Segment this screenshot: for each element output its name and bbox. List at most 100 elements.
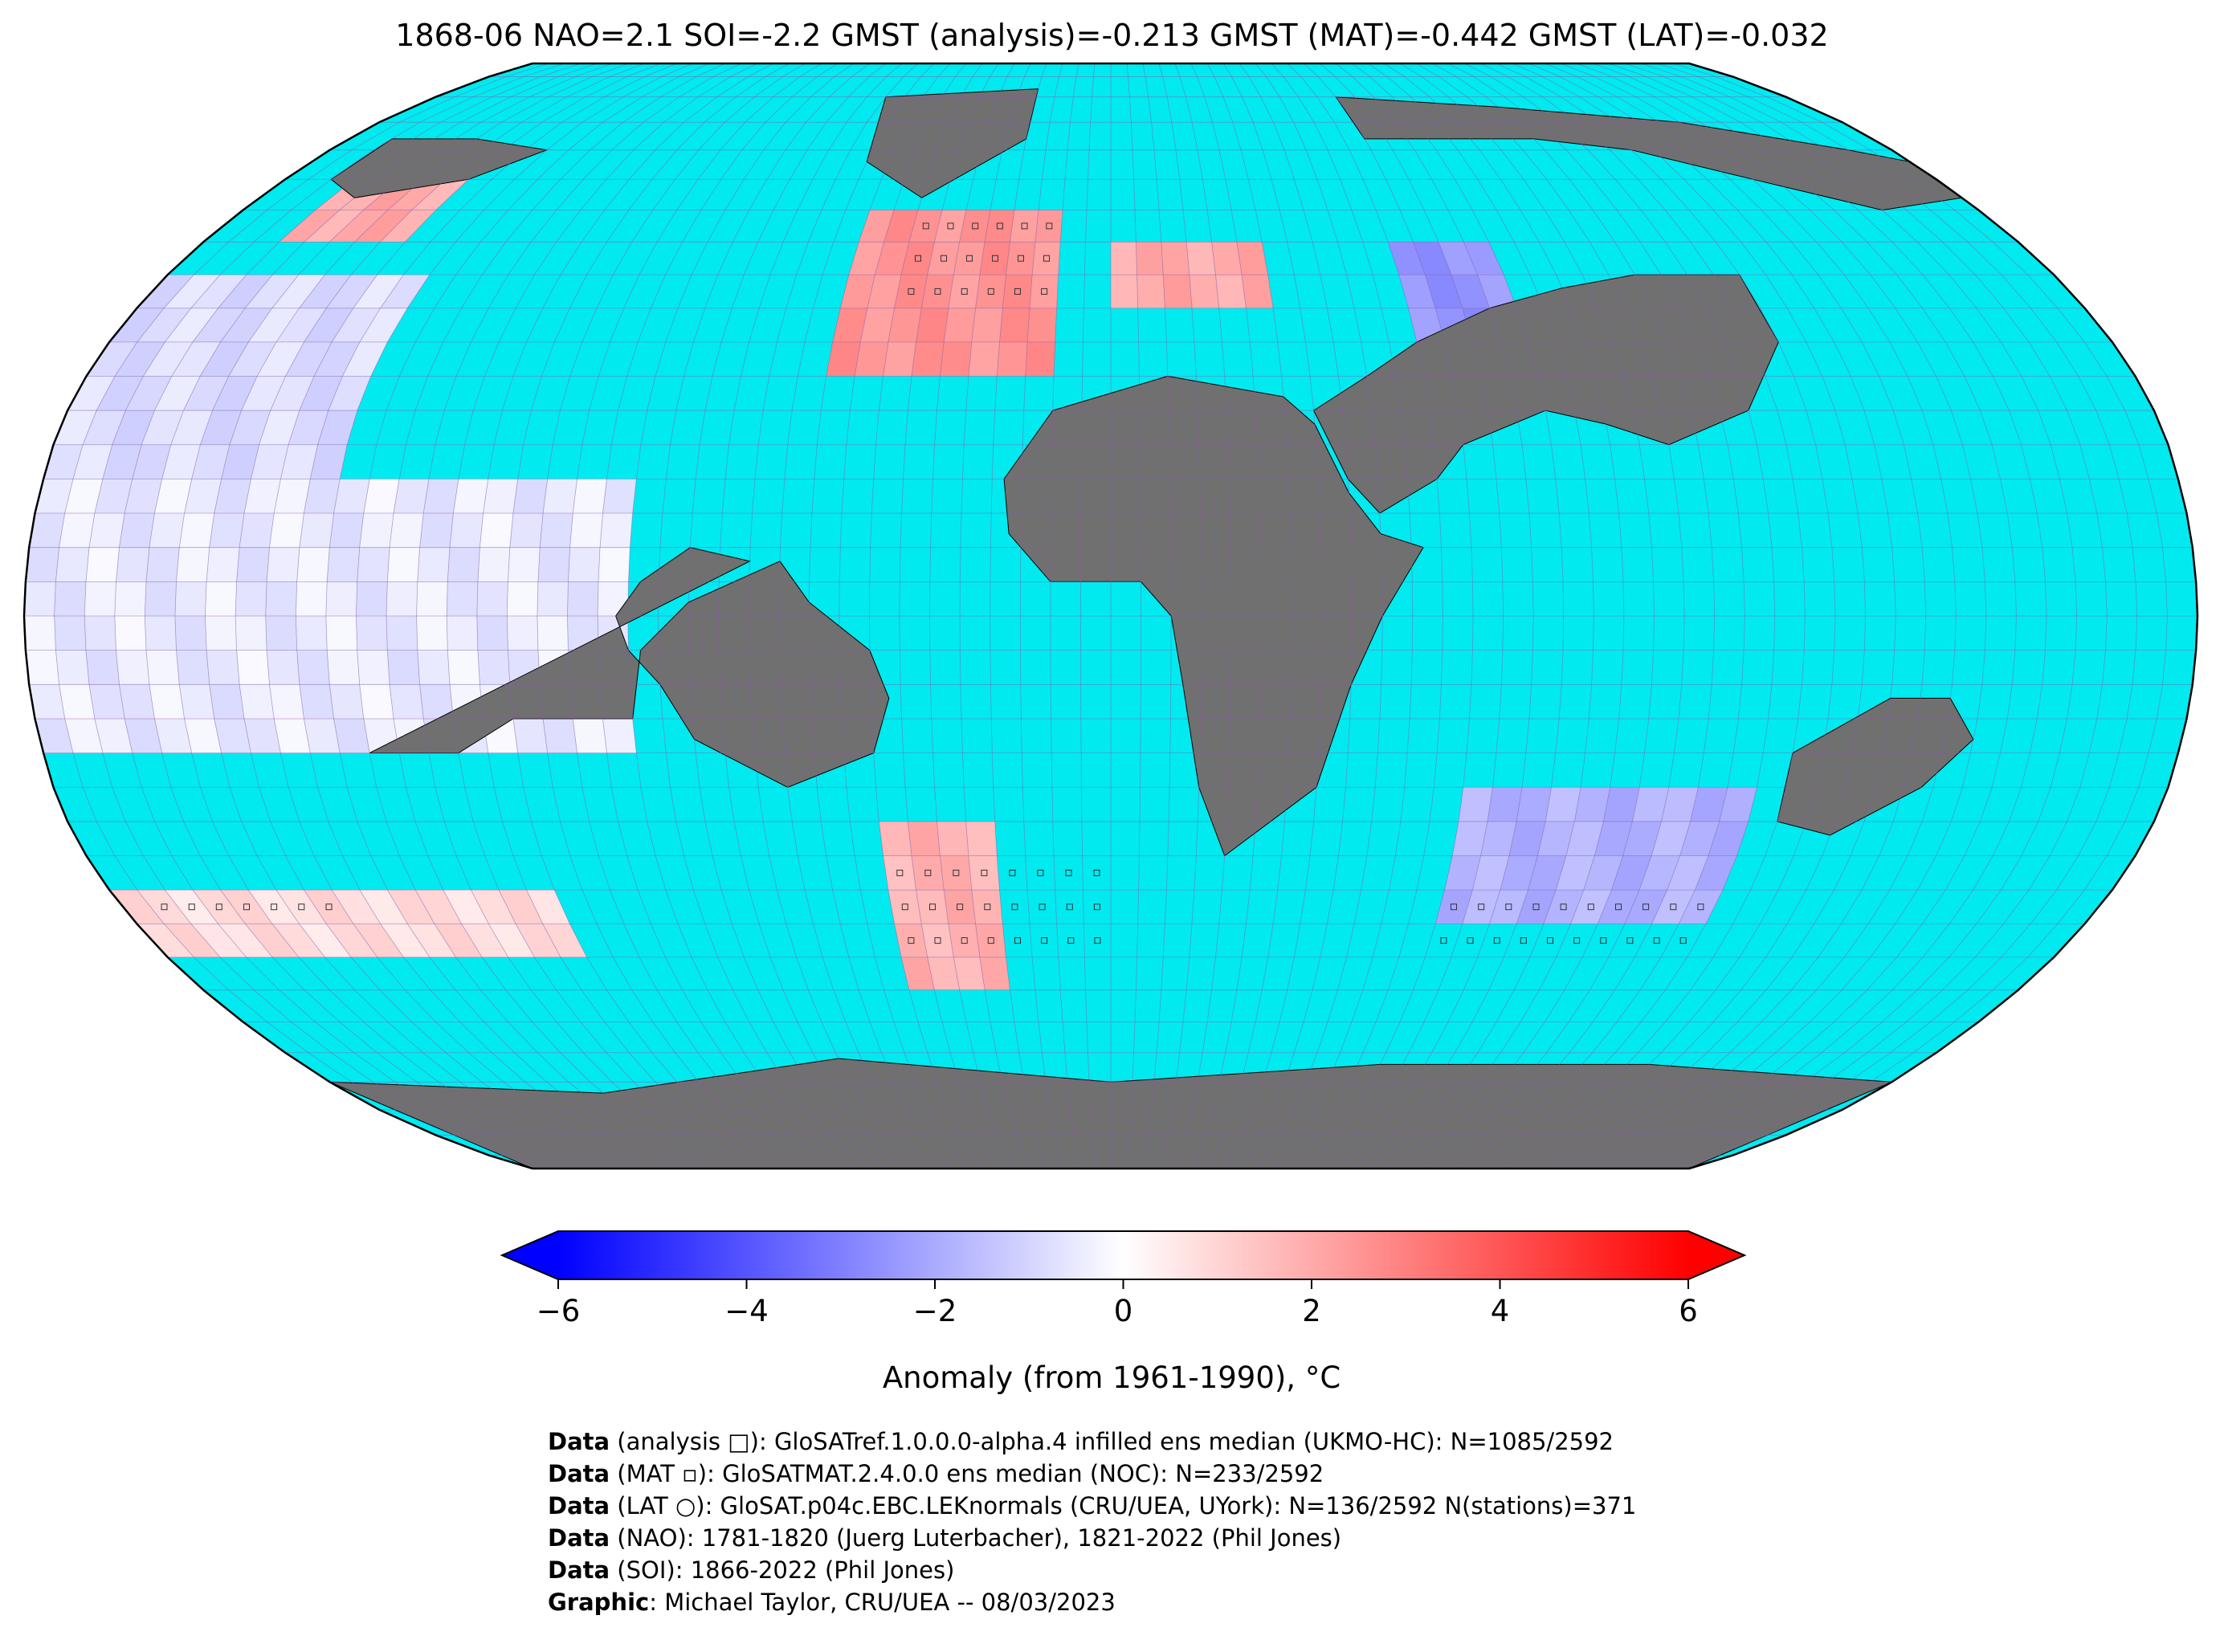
anomaly-cell xyxy=(299,513,334,548)
colorbar: −6 −4 −2 0 2 4 6 Anomaly (from 1961-1990), °C xyxy=(500,1230,1747,1395)
anomaly-cell xyxy=(419,513,454,548)
anomaly-cell xyxy=(1136,242,1164,275)
colorbar-tick-label: −4 xyxy=(724,1294,769,1328)
anomaly-cell xyxy=(67,376,115,411)
anomaly-cell xyxy=(329,210,388,243)
anomaly-cell xyxy=(174,616,207,651)
anomaly-cell xyxy=(944,308,976,342)
anomaly-cell xyxy=(94,718,133,753)
observation-marker xyxy=(1440,937,1447,944)
anomaly-cell xyxy=(146,547,180,582)
observation-marker xyxy=(1014,937,1021,944)
anomaly-cell xyxy=(356,581,388,616)
anomaly-cell xyxy=(1025,341,1055,377)
anomaly-cell xyxy=(218,275,273,308)
anomaly-cells xyxy=(24,149,1757,990)
observation-marker xyxy=(961,288,968,295)
anomaly-cell xyxy=(1111,242,1137,275)
anomaly-cell xyxy=(507,581,538,616)
anomaly-cell xyxy=(317,410,357,445)
anomaly-cell xyxy=(184,718,222,753)
anomaly-cell xyxy=(192,308,246,342)
anomaly-cell xyxy=(537,581,569,616)
anomaly-cell xyxy=(537,547,570,582)
anomaly-cell xyxy=(1695,855,1737,891)
anomaly-cell xyxy=(304,479,341,514)
anomaly-cell xyxy=(235,616,267,651)
anomaly-cell xyxy=(443,890,489,924)
observation-marker xyxy=(243,904,250,911)
anomaly-cell xyxy=(270,376,314,411)
anomaly-cell xyxy=(997,341,1028,377)
anomaly-cell xyxy=(453,479,488,514)
anomaly-cell xyxy=(1639,855,1680,891)
anomaly-cell xyxy=(379,210,436,243)
observation-marker xyxy=(1679,937,1687,944)
anomaly-cell xyxy=(205,616,237,651)
map-layer xyxy=(24,63,2197,1169)
anomaly-cell xyxy=(141,410,184,445)
anomaly-cell xyxy=(149,513,185,548)
anomaly-cell xyxy=(114,616,147,651)
observation-marker xyxy=(325,904,333,911)
anomaly-cell xyxy=(883,210,918,243)
anomaly-cell xyxy=(1489,890,1528,924)
anomaly-cell xyxy=(275,890,327,924)
anomaly-cell xyxy=(119,513,155,548)
anomaly-cell xyxy=(137,890,191,924)
anomaly-cell xyxy=(1651,890,1696,924)
anomaly-cell xyxy=(243,479,281,514)
anomaly-cell xyxy=(1136,275,1165,308)
anomaly-cell xyxy=(280,444,318,479)
observation-marker xyxy=(996,222,1003,230)
anomaly-cell xyxy=(855,341,888,377)
anomaly-cell xyxy=(1452,821,1488,856)
anomaly-cell xyxy=(1594,821,1633,856)
anomaly-cell xyxy=(477,547,510,582)
anomaly-cell xyxy=(940,855,972,891)
anomaly-cell xyxy=(1186,242,1216,275)
observation-marker xyxy=(957,904,964,911)
anomaly-cell xyxy=(953,242,985,275)
anomaly-cell xyxy=(184,479,222,514)
anomaly-cell xyxy=(299,924,352,957)
observation-marker xyxy=(271,904,278,911)
anomaly-cell xyxy=(296,547,330,582)
anomaly-cell xyxy=(1516,890,1557,924)
observation-marker xyxy=(908,937,915,944)
anomaly-cell xyxy=(64,479,103,514)
anomaly-cell xyxy=(602,479,637,514)
anomaly-cell xyxy=(508,547,541,582)
observation-marker xyxy=(1043,255,1050,262)
anomaly-cell xyxy=(380,924,430,957)
anomaly-cell xyxy=(948,924,980,957)
observation-marker xyxy=(1067,937,1075,944)
anomaly-cell xyxy=(1624,890,1667,924)
anomaly-cell xyxy=(332,890,381,924)
anomaly-cell xyxy=(354,210,412,243)
anomaly-cell xyxy=(483,479,518,514)
anomaly-cell xyxy=(526,890,570,924)
anomaly-cell xyxy=(218,924,273,957)
anomaly-cell xyxy=(190,275,247,308)
observation-marker xyxy=(1014,288,1021,295)
anomaly-cell xyxy=(390,684,424,719)
anomaly-cell xyxy=(251,444,289,479)
anomaly-cell xyxy=(269,684,304,719)
anomaly-cell xyxy=(1537,821,1575,856)
anomaly-cell xyxy=(59,513,95,548)
anomaly-cell xyxy=(124,479,162,514)
observation-marker xyxy=(934,937,941,944)
anomaly-cell xyxy=(154,718,192,753)
observation-marker xyxy=(1467,937,1474,944)
anomaly-cell xyxy=(883,855,916,891)
anomaly-cell xyxy=(509,513,544,548)
anomaly-cell xyxy=(179,684,214,719)
anomaly-cell xyxy=(325,616,357,651)
anomaly-cell xyxy=(137,308,191,342)
anomaly-cell xyxy=(894,924,928,957)
anomaly-cell xyxy=(975,924,1006,957)
observation-marker xyxy=(161,904,168,911)
observation-marker xyxy=(188,904,195,911)
anomaly-cell xyxy=(146,650,180,685)
